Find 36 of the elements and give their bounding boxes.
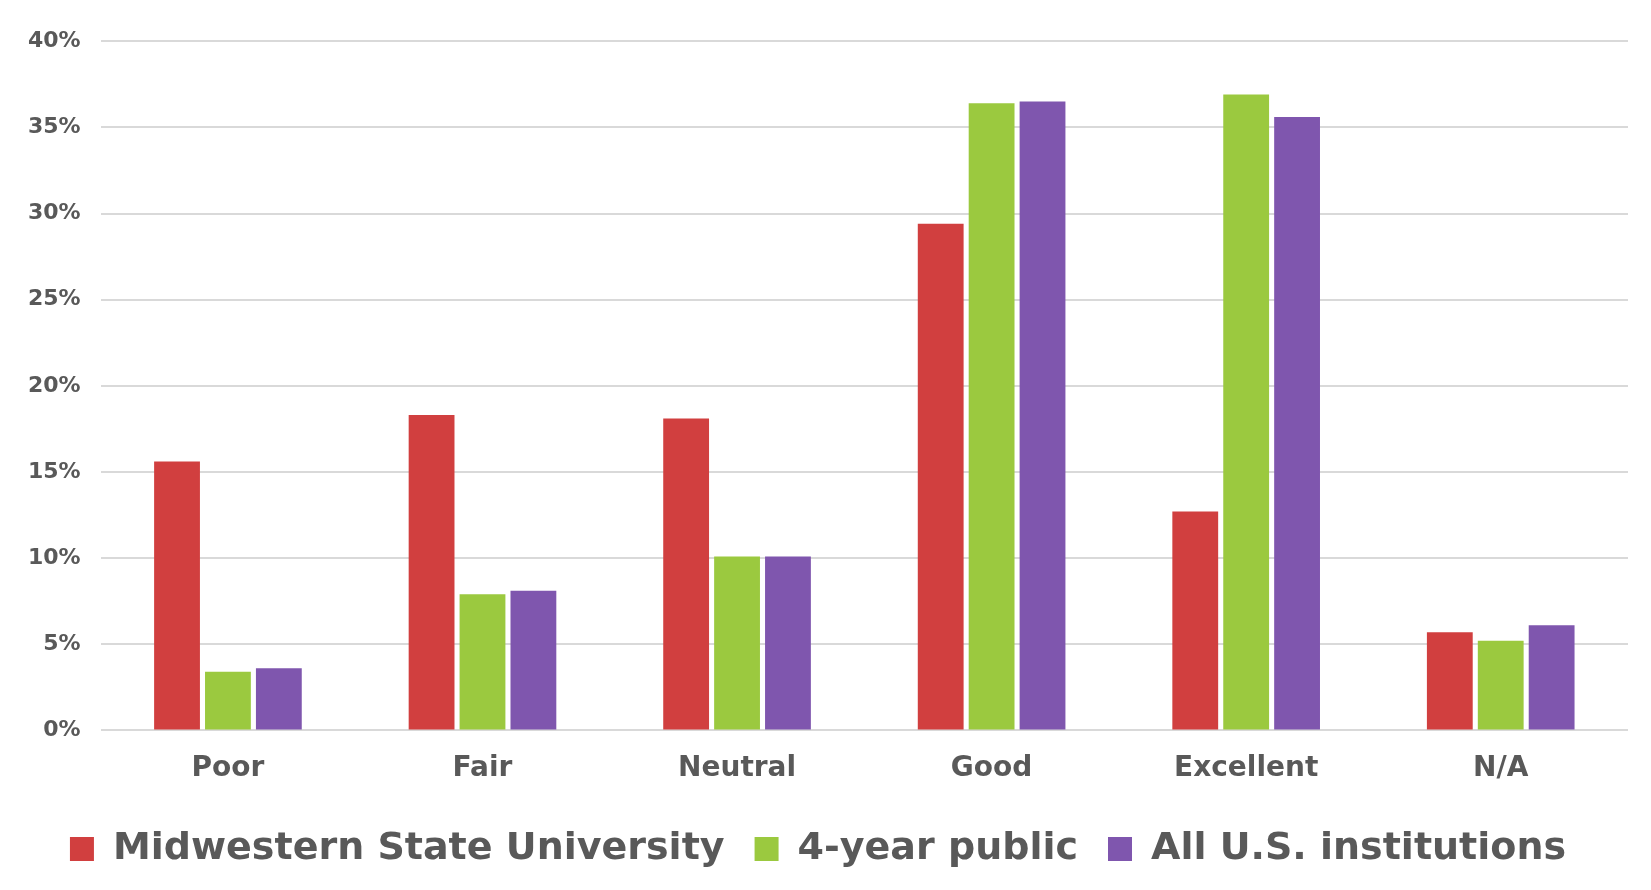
bar [1426,632,1473,730]
y-tick-label: 35% [27,113,81,139]
bar [459,594,506,730]
y-tick-label: 40% [27,26,81,52]
bar [1528,625,1575,730]
bar [714,556,760,730]
bar [917,223,964,730]
bar [408,415,455,730]
bar [765,556,811,730]
bar [510,590,557,730]
x-tick-label: Neutral [678,750,797,784]
y-tick-label: 0% [43,716,81,742]
bar [1477,640,1524,730]
x-tick-label: Good [950,750,1033,784]
y-tick-label: 5% [43,629,81,655]
y-tick-label: 30% [27,199,81,225]
bar [255,668,302,730]
x-tick-label: Fair [452,750,513,784]
legend-label: Midwestern State University [112,823,725,868]
bar [154,461,200,730]
bar [1223,94,1270,730]
bar [1019,101,1066,730]
x-tick-label: Excellent [1174,750,1319,784]
bar [205,671,251,730]
x-tick-label: Poor [191,750,265,784]
y-tick-label: 15% [27,457,81,483]
bar [663,418,710,730]
x-tick-label: N/A [1473,750,1529,784]
bar [1172,511,1219,730]
bar [1274,117,1320,730]
legend-label: 4-year public [797,823,1078,868]
y-tick-label: 25% [27,285,81,311]
y-tick-label: 10% [27,543,81,569]
bar [968,103,1015,730]
y-tick-label: 20% [27,371,81,397]
legend-label: All U.S. institutions [1150,823,1567,868]
